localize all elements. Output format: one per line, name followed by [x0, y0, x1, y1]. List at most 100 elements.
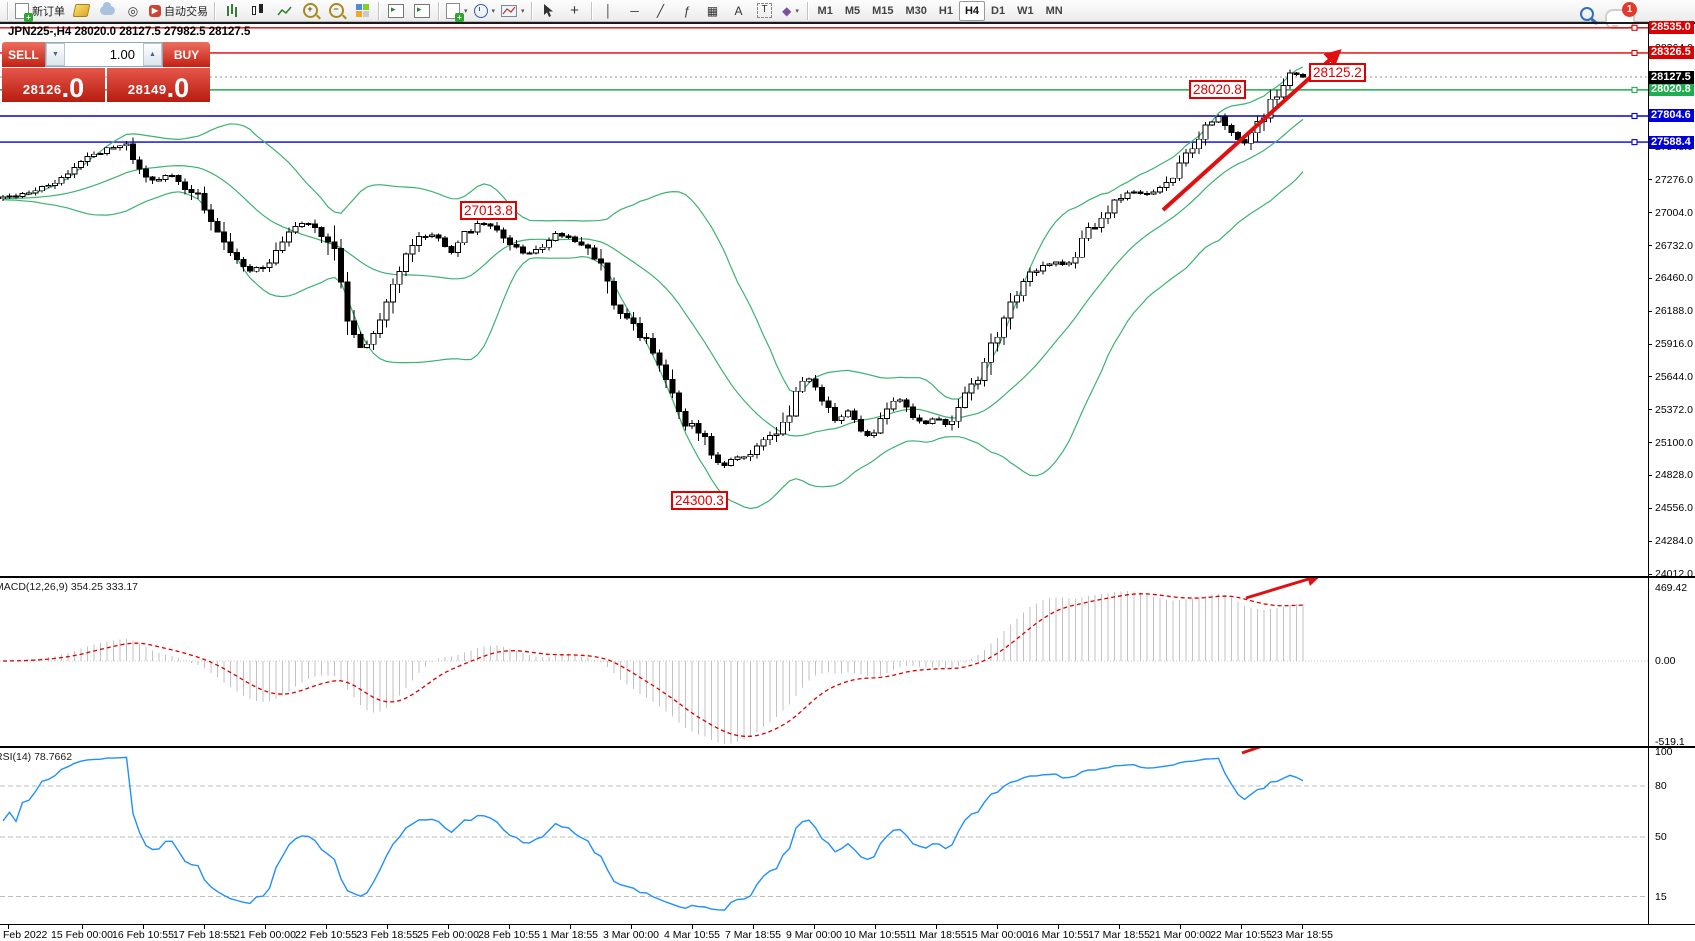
date-tick-mark — [1180, 925, 1181, 929]
timeframe-button-h1[interactable]: H1 — [938, 4, 953, 17]
volume-up-button[interactable]: ▲ — [143, 43, 162, 66]
timeframe-button-h4[interactable]: H4 — [958, 0, 986, 21]
date-label: 22 Feb 10:55 — [295, 929, 357, 941]
timeframe-button-m5[interactable]: M5 — [844, 4, 861, 17]
date-tick-mark — [570, 925, 571, 929]
date-tick-mark — [1241, 925, 1242, 929]
toolbar-separator — [590, 1, 593, 20]
price-annotation[interactable]: 27013.8 — [460, 201, 517, 220]
date-tick-mark — [8, 925, 9, 929]
price-annotation[interactable]: 24300.3 — [671, 491, 728, 510]
horizontal-line-tool[interactable]: ─ — [622, 1, 648, 21]
rsi-panel-separator[interactable] — [0, 746, 1695, 748]
rsi-axis-label: 50 — [1655, 831, 1667, 843]
price-level-label: 28535.0 — [1649, 21, 1694, 35]
add-indicator-dropdown[interactable]: ▾ — [443, 1, 471, 22]
price-tick-label: 25372.0 — [1655, 403, 1693, 416]
grid-icon: ▦ — [706, 3, 719, 18]
zoom-in-button[interactable]: + — [297, 1, 323, 21]
clock-icon — [473, 3, 488, 18]
text-label-tool[interactable]: T — [752, 1, 778, 21]
vertical-line-tool[interactable]: │ — [596, 1, 622, 21]
price-tick-label: 25644.0 — [1655, 370, 1693, 383]
indicator-window-2-icon — [414, 3, 430, 18]
zoom-out-button[interactable]: − — [323, 1, 349, 21]
macd-panel-canvas[interactable] — [0, 578, 1648, 746]
main-toolbar: 新订单 ◎ ▶ 自动交易 + − ▾ — [0, 0, 1695, 22]
rsi-panel-canvas[interactable] — [0, 748, 1648, 924]
date-label: 22 Mar 10:55 — [1210, 929, 1272, 941]
line-chart-mode-button[interactable] — [271, 1, 297, 21]
timeframe-button-w1[interactable]: W1 — [1017, 4, 1034, 17]
candle-chart-mode-button[interactable] — [245, 1, 271, 21]
tile-windows-button[interactable] — [349, 1, 375, 21]
new-order-icon — [15, 2, 33, 22]
timeframe-button-m30[interactable]: M30 — [905, 4, 927, 17]
volume-down-button[interactable]: ▼ — [46, 43, 65, 66]
buy-button[interactable]: BUY — [163, 42, 210, 67]
signals-button[interactable]: ◎ — [120, 1, 146, 21]
time-axis[interactable]: Feb 2022 15 Feb 00:00 16 Feb 10:55 17 Feb 1… — [0, 925, 1695, 941]
text-tool[interactable]: A — [726, 1, 752, 21]
macd-axis-label: -519.1 — [1655, 736, 1685, 748]
trendline-icon: ╱ — [656, 3, 665, 18]
search-icon[interactable] — [1580, 7, 1594, 21]
date-label: 1 Mar 18:55 — [541, 929, 599, 941]
price-tick-label: 26188.0 — [1655, 305, 1693, 318]
price-tick-mark — [1648, 343, 1652, 345]
price-level-label: 28020.8 — [1649, 83, 1694, 97]
timeframe-button-m15[interactable]: M15 — [872, 4, 894, 17]
sell-price[interactable]: 28126.0 — [2, 68, 105, 102]
price-tick-label: 24284.0 — [1655, 535, 1693, 548]
time-axis-border — [0, 924, 1695, 926]
tile-windows-icon — [355, 4, 369, 17]
date-tick-mark — [1302, 925, 1303, 929]
date-tick-mark — [875, 925, 876, 929]
auto-trading-button[interactable]: ▶ 自动交易 — [146, 1, 211, 21]
indicator-window-2-button[interactable] — [409, 1, 435, 21]
grid-tool[interactable]: ▦ — [700, 1, 726, 21]
crosshair-tool-button[interactable]: + — [562, 1, 588, 21]
trendline-tool[interactable]: ╱ — [648, 1, 674, 21]
buy-price[interactable]: 28149.0 — [107, 68, 210, 102]
template-dropdown[interactable]: ▾ — [498, 1, 528, 21]
date-label: 15 Mar 00:00 — [966, 929, 1028, 941]
price-annotation[interactable]: 28125.2 — [1309, 63, 1366, 82]
date-label: 23 Feb 18:55 — [356, 929, 418, 941]
timeframe-button-mn[interactable]: MN — [1045, 4, 1063, 17]
price-level-label: 28326.5 — [1649, 46, 1694, 60]
price-tick-label: 26732.0 — [1655, 239, 1693, 252]
shapes-dropdown[interactable]: ◆ ▾ — [778, 1, 804, 21]
bar-chart-mode-button[interactable] — [219, 1, 245, 21]
price-tick-label: 25100.0 — [1655, 436, 1693, 449]
cleanup-button[interactable] — [68, 1, 94, 21]
date-tick-mark — [448, 925, 449, 929]
sell-button[interactable]: SELL — [2, 42, 45, 67]
price-tick-mark — [1648, 573, 1652, 575]
price-annotation[interactable]: 28020.8 — [1189, 80, 1246, 99]
sell-price-main: 28126 — [22, 82, 62, 97]
fibonacci-tool[interactable]: ƒ — [674, 1, 700, 21]
cloud-button[interactable] — [94, 1, 120, 21]
signal-icon: ◎ — [127, 3, 139, 18]
cursor-tool-button[interactable] — [536, 1, 562, 21]
date-label: 4 Mar 10:55 — [663, 929, 721, 941]
fibonacci-icon: ƒ — [683, 3, 690, 18]
price-tick-label: 24012.0 — [1655, 568, 1693, 581]
zoom-out-icon: − — [328, 3, 344, 18]
price-axis[interactable]: 28364.028092.027820.027548.027276.027004… — [1648, 21, 1695, 581]
bar-chart-icon — [225, 4, 239, 17]
date-label: 21 Mar 00:00 — [1149, 929, 1211, 941]
timeframe-button-d1[interactable]: D1 — [991, 4, 1006, 17]
indicator-window-button[interactable] — [383, 1, 409, 21]
timeframe-button-m1[interactable]: M1 — [817, 4, 833, 17]
period-dropdown[interactable]: ▾ — [471, 1, 499, 21]
price-tick-label: 24556.0 — [1655, 502, 1693, 515]
one-click-trading-widget: SELL ▼ 1.00 ▲ BUY 28126.0 28149.0 — [2, 42, 210, 102]
new-order-button[interactable]: 新订单 — [12, 1, 68, 22]
macd-axis-label: 0.00 — [1655, 655, 1676, 667]
volume-value[interactable]: 1.00 — [109, 47, 135, 62]
macd-panel-separator[interactable] — [0, 576, 1695, 578]
price-axis-border — [1648, 24, 1649, 925]
main-chart-canvas[interactable] — [0, 24, 1648, 577]
